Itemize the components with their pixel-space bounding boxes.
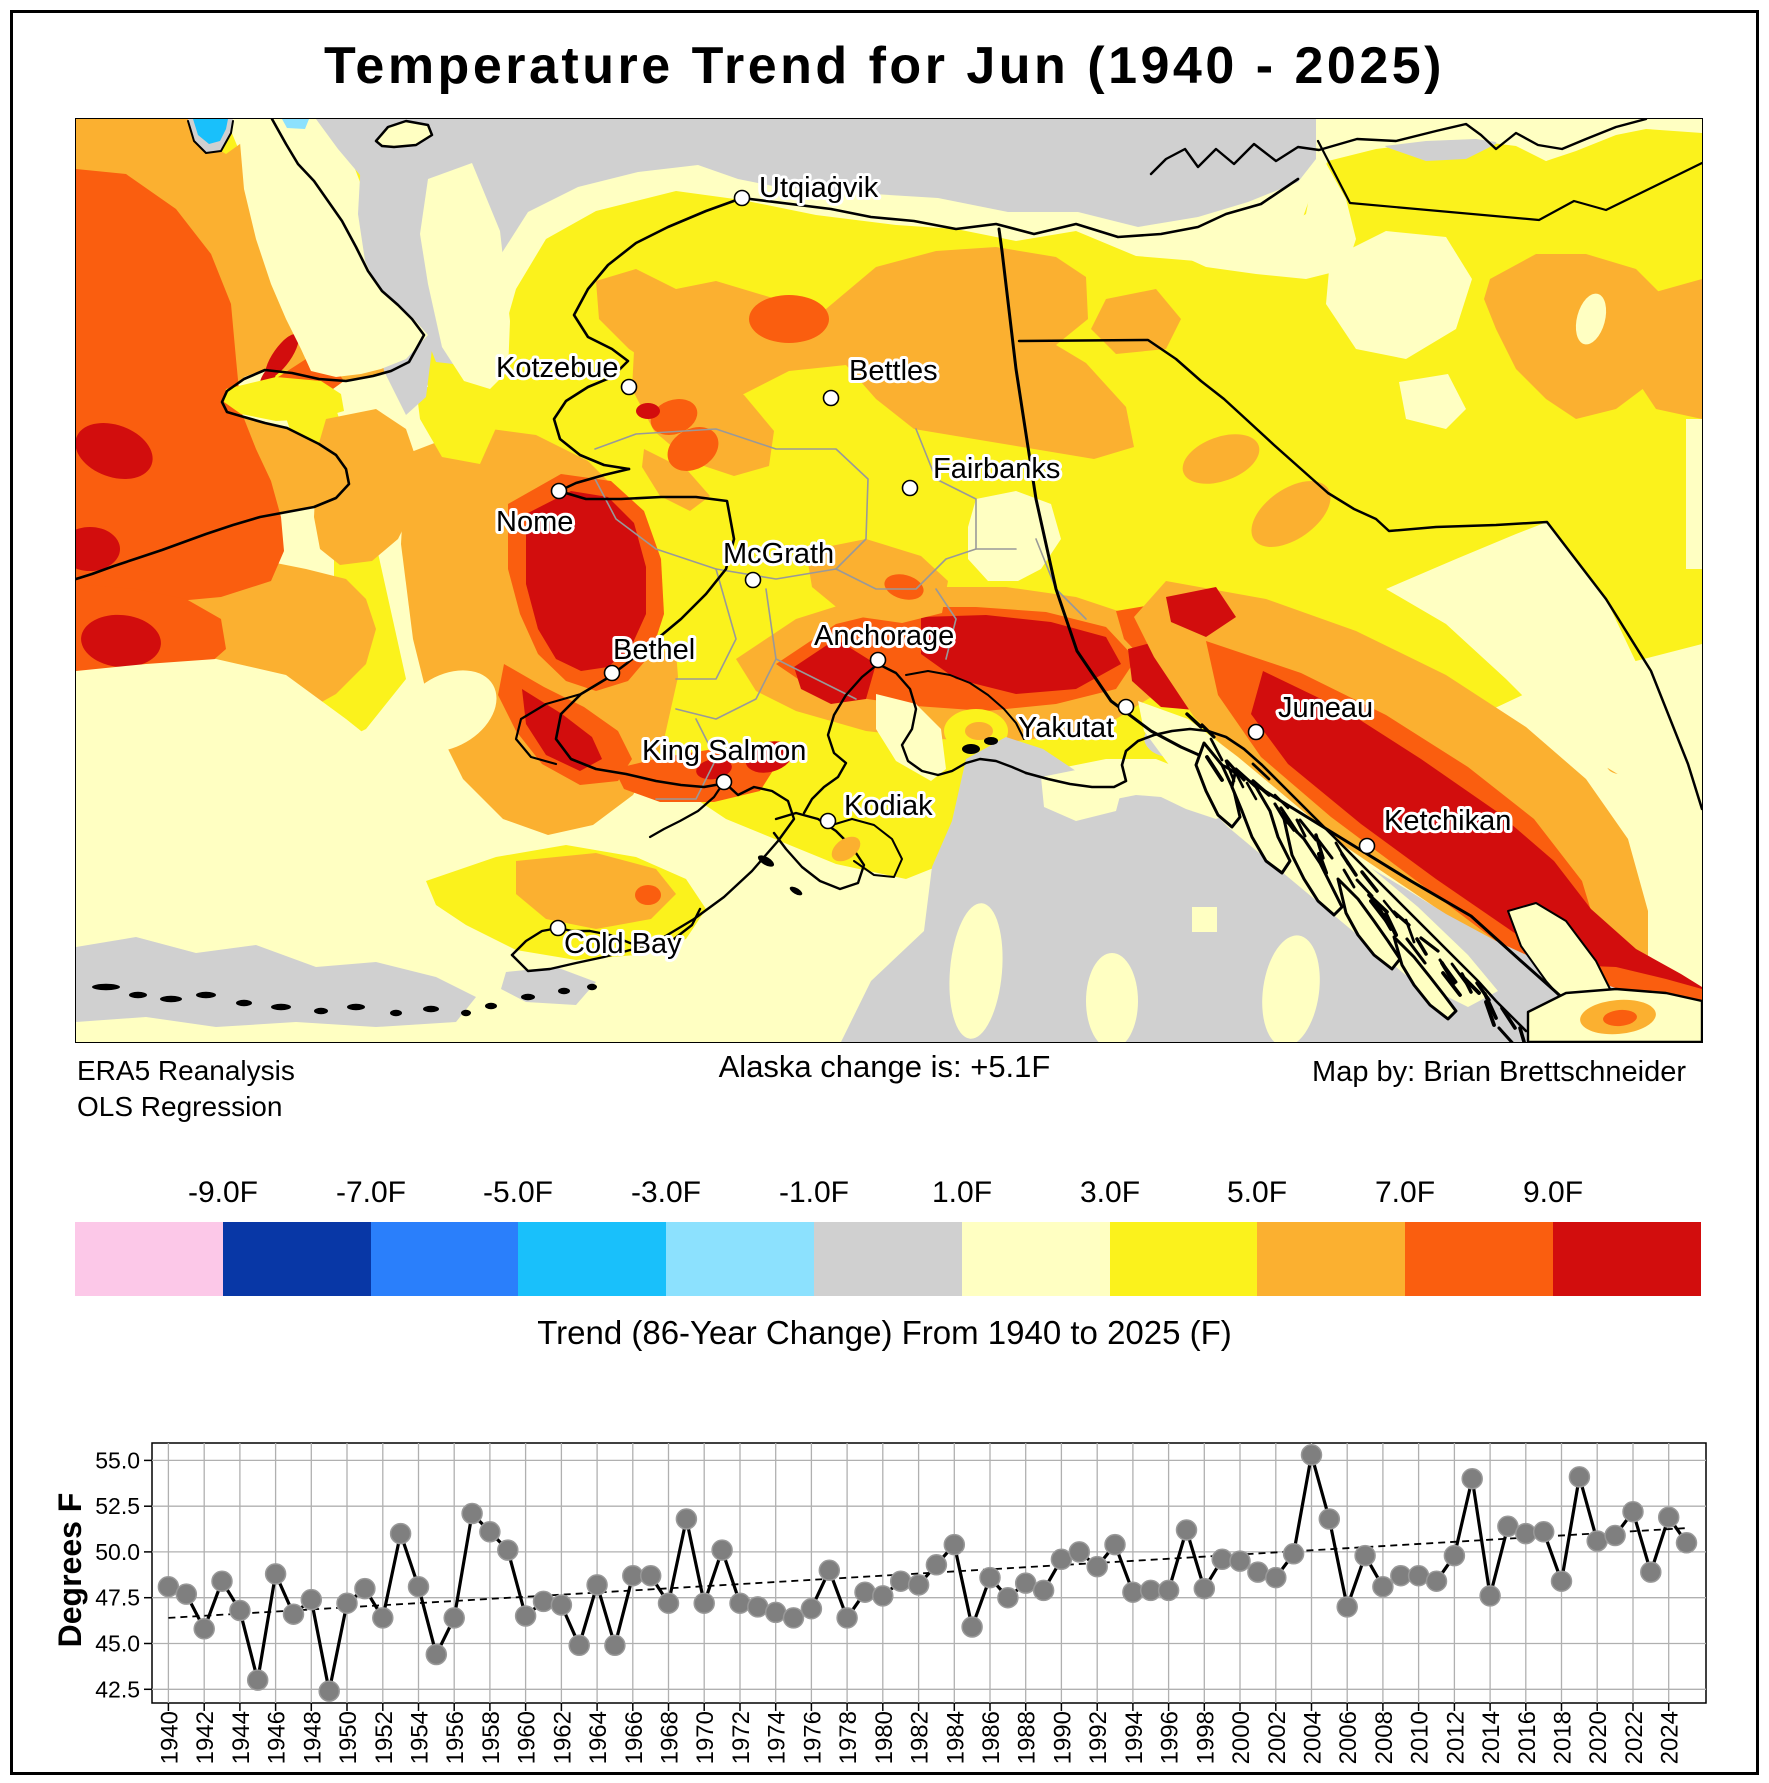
svg-text:52.5: 52.5 (95, 1493, 140, 1519)
svg-text:1986: 1986 (978, 1711, 1005, 1764)
svg-text:1964: 1964 (585, 1711, 612, 1764)
svg-text:1984: 1984 (942, 1711, 969, 1764)
svg-text:Degrees F: Degrees F (52, 1493, 88, 1648)
svg-text:Kotzebue: Kotzebue (496, 352, 619, 384)
svg-text:2024: 2024 (1657, 1711, 1684, 1764)
svg-text:1976: 1976 (799, 1711, 826, 1764)
svg-text:1956: 1956 (442, 1711, 469, 1764)
svg-text:2020: 2020 (1585, 1711, 1612, 1764)
svg-text:Anchorage: Anchorage (814, 620, 954, 652)
svg-text:2008: 2008 (1371, 1711, 1398, 1764)
svg-text:1958: 1958 (478, 1711, 505, 1764)
svg-text:1988: 1988 (1014, 1711, 1041, 1764)
svg-text:Nome: Nome (496, 506, 573, 538)
svg-text:Cold Bay: Cold Bay (564, 928, 682, 960)
svg-text:1966: 1966 (621, 1711, 648, 1764)
svg-text:1990: 1990 (1049, 1711, 1076, 1764)
svg-text:Ketchikan: Ketchikan (1384, 805, 1511, 837)
svg-text:1952: 1952 (371, 1711, 398, 1764)
svg-text:2006: 2006 (1335, 1711, 1362, 1764)
svg-text:1970: 1970 (692, 1711, 719, 1764)
svg-text:1960: 1960 (514, 1711, 541, 1764)
svg-text:2014: 2014 (1478, 1711, 1505, 1764)
svg-text:1940: 1940 (156, 1711, 183, 1764)
svg-text:1968: 1968 (657, 1711, 684, 1764)
svg-text:2018: 2018 (1550, 1711, 1577, 1764)
svg-text:Kodiak: Kodiak (844, 790, 933, 822)
svg-text:1992: 1992 (1085, 1711, 1112, 1764)
svg-text:47.5: 47.5 (95, 1585, 140, 1611)
svg-text:2000: 2000 (1228, 1711, 1255, 1764)
svg-text:1962: 1962 (549, 1711, 576, 1764)
svg-text:1944: 1944 (228, 1711, 255, 1764)
svg-text:King Salmon: King Salmon (642, 735, 806, 767)
svg-text:1996: 1996 (1157, 1711, 1184, 1764)
svg-text:Bethel: Bethel (613, 634, 695, 666)
svg-text:Yakutat: Yakutat (1018, 712, 1114, 744)
svg-text:1972: 1972 (728, 1711, 755, 1764)
svg-text:1974: 1974 (764, 1711, 791, 1764)
svg-text:Bettles: Bettles (849, 355, 938, 387)
svg-text:2002: 2002 (1264, 1711, 1291, 1764)
svg-text:1950: 1950 (335, 1711, 362, 1764)
svg-text:1948: 1948 (299, 1711, 326, 1764)
svg-text:45.0: 45.0 (95, 1631, 140, 1657)
svg-text:1946: 1946 (264, 1711, 291, 1764)
svg-text:1954: 1954 (407, 1711, 434, 1764)
svg-text:1942: 1942 (192, 1711, 219, 1764)
svg-text:Fairbanks: Fairbanks (933, 453, 1060, 485)
svg-text:Utqiaġvik: Utqiaġvik (759, 172, 879, 204)
svg-text:1998: 1998 (1192, 1711, 1219, 1764)
svg-text:50.0: 50.0 (95, 1539, 140, 1565)
svg-text:2004: 2004 (1300, 1711, 1327, 1764)
svg-text:2012: 2012 (1442, 1711, 1469, 1764)
svg-text:1980: 1980 (871, 1711, 898, 1764)
svg-text:55.0: 55.0 (95, 1447, 140, 1473)
svg-text:2010: 2010 (1407, 1711, 1434, 1764)
svg-text:McGrath: McGrath (723, 538, 834, 570)
svg-text:Juneau: Juneau (1278, 692, 1373, 724)
svg-text:1978: 1978 (835, 1711, 862, 1764)
svg-text:1994: 1994 (1121, 1711, 1148, 1764)
svg-text:42.5: 42.5 (95, 1676, 140, 1702)
svg-text:2022: 2022 (1621, 1711, 1648, 1764)
svg-text:1982: 1982 (907, 1711, 934, 1764)
svg-text:2016: 2016 (1514, 1711, 1541, 1764)
